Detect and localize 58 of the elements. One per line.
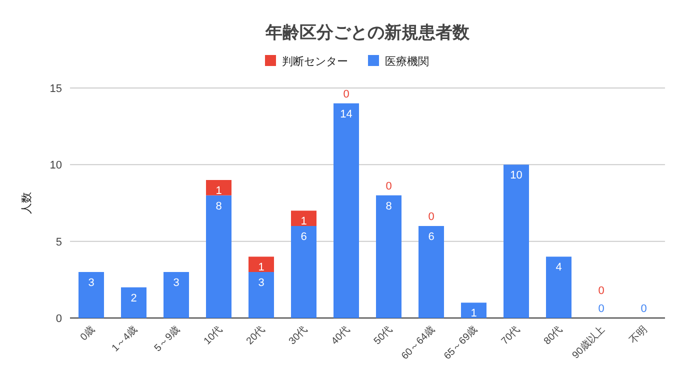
- x-tick-label: 0歳: [78, 324, 98, 344]
- bar: [206, 180, 232, 196]
- data-label: 1: [216, 185, 222, 197]
- data-label: 6: [300, 231, 307, 243]
- bar: [546, 256, 572, 318]
- data-label: 0: [343, 88, 350, 100]
- x-tick-label: 80代: [542, 324, 565, 348]
- bar: [121, 287, 146, 318]
- bar: [291, 210, 316, 226]
- bar: [291, 226, 316, 318]
- data-label: 0: [598, 303, 604, 315]
- chart-title: 年齢区分ごとの新規患者数: [264, 23, 470, 42]
- data-label: 14: [340, 108, 352, 120]
- x-tick-label: 50代: [372, 324, 395, 348]
- data-label: 1: [470, 308, 477, 320]
- bar: [164, 272, 189, 318]
- data-label: 1: [258, 262, 264, 274]
- bar: [248, 272, 274, 318]
- bar: [376, 195, 402, 318]
- data-label: 6: [428, 231, 434, 243]
- data-label: 1: [300, 216, 307, 228]
- data-label: 0: [386, 180, 392, 192]
- data-label: 0: [640, 303, 647, 315]
- data-label: 3: [173, 277, 180, 289]
- legend-label: 医療機関: [385, 55, 429, 68]
- data-label: 10: [510, 170, 522, 182]
- data-label: 0: [598, 285, 604, 297]
- bar: [418, 226, 444, 318]
- x-tick-label: 60～64歳: [399, 324, 438, 362]
- y-axis-title: 人数: [21, 192, 33, 214]
- bar: [504, 164, 529, 318]
- data-label: 8: [386, 200, 392, 212]
- y-tick-label: 0: [56, 313, 62, 325]
- x-tick-label: 1～4歳: [109, 324, 140, 354]
- bar: [78, 272, 104, 318]
- x-tick-label: 40代: [330, 324, 352, 348]
- data-label: 2: [130, 292, 137, 304]
- data-label: 4: [556, 262, 562, 274]
- data-label: 8: [216, 200, 222, 212]
- bar: [461, 302, 486, 318]
- x-tick-label: 30代: [287, 324, 310, 348]
- x-tick-label: 65～69歳: [442, 324, 480, 362]
- data-label: 3: [88, 277, 94, 289]
- legend-label: 判断センター: [282, 55, 348, 68]
- y-tick-label: 5: [56, 236, 62, 248]
- x-tick-label: 5～9歳: [152, 324, 182, 354]
- x-tick-label: 70代: [500, 324, 522, 348]
- x-tick-label: 10代: [202, 324, 225, 348]
- x-tick-label: 90歳以上: [570, 324, 608, 362]
- y-tick-label: 15: [50, 83, 62, 95]
- y-tick-label: 10: [50, 160, 62, 172]
- data-label: 3: [258, 277, 264, 289]
- bar: [248, 256, 274, 272]
- bar: [206, 195, 232, 318]
- x-tick-label: 不明: [628, 324, 650, 346]
- x-tick-label: 20代: [244, 324, 268, 348]
- data-label: 0: [428, 211, 434, 223]
- bar: [334, 103, 359, 318]
